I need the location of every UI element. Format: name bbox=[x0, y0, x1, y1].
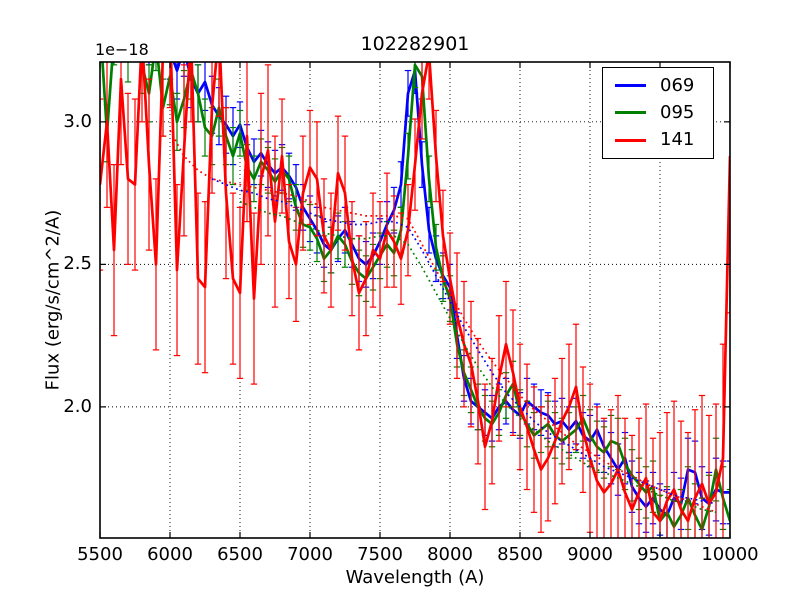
chart-title: 102282901 bbox=[360, 33, 470, 55]
x-tick-label-5500: 5500 bbox=[77, 544, 123, 565]
y-axis-offset-label: 1e−18 bbox=[95, 40, 149, 59]
x-tick-label-7000: 7000 bbox=[287, 544, 333, 565]
x-tick-label-9500: 9500 bbox=[637, 544, 683, 565]
y-tick-label-2.0: 2.0 bbox=[63, 395, 92, 417]
spectrum-line-141 bbox=[100, 62, 730, 523]
series-141 bbox=[100, 62, 730, 538]
x-tick-label-7500: 7500 bbox=[357, 544, 403, 565]
legend-line-green-icon bbox=[615, 111, 646, 115]
x-axis-label: Wavelength (A) bbox=[345, 567, 485, 588]
model-curve-069 bbox=[211, 178, 717, 505]
y-tick-label-3.0: 3.0 bbox=[63, 110, 92, 132]
legend-entry-069: 069 bbox=[615, 74, 703, 96]
legend-label-095: 095 bbox=[660, 101, 695, 123]
x-tick-label-10000: 10000 bbox=[701, 544, 759, 565]
legend-line-blue-icon bbox=[615, 84, 646, 88]
legend-label-141: 141 bbox=[660, 129, 695, 151]
y-axis-label: Flux (erg/s/cm^2/A) bbox=[42, 209, 64, 391]
x-tick-label-9000: 9000 bbox=[567, 544, 613, 565]
data-layer bbox=[100, 62, 730, 538]
x-tick-label-8000: 8000 bbox=[427, 544, 473, 565]
tick-marks bbox=[99, 62, 731, 538]
legend-entry-141: 141 bbox=[615, 131, 703, 149]
x-tick-label-6000: 6000 bbox=[147, 544, 193, 565]
y-tick-label-2.5: 2.5 bbox=[63, 253, 92, 275]
x-tick-label-8500: 8500 bbox=[497, 544, 543, 565]
legend-line-red-icon bbox=[615, 138, 646, 142]
legend-label-069: 069 bbox=[660, 74, 695, 96]
axes-spines bbox=[99, 61, 731, 539]
legend-entry-095: 095 bbox=[615, 101, 703, 123]
model-curve-095 bbox=[239, 200, 717, 514]
legend: 069 095 141 bbox=[602, 67, 714, 159]
x-tick-label-6500: 6500 bbox=[217, 544, 263, 565]
model-curve-141 bbox=[169, 129, 717, 514]
